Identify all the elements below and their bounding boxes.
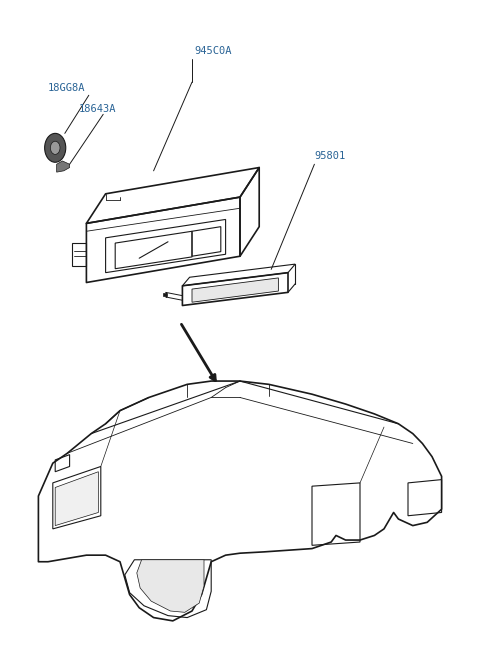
Text: 95801: 95801 [314,151,346,161]
Polygon shape [192,278,278,302]
Polygon shape [137,560,204,612]
Polygon shape [55,472,98,526]
Text: 18643A: 18643A [79,104,117,114]
Polygon shape [57,161,70,172]
Polygon shape [163,293,167,296]
Circle shape [45,133,66,162]
Circle shape [50,141,60,154]
Text: 18GG8A: 18GG8A [48,83,85,93]
Text: 945C0A: 945C0A [194,46,232,56]
